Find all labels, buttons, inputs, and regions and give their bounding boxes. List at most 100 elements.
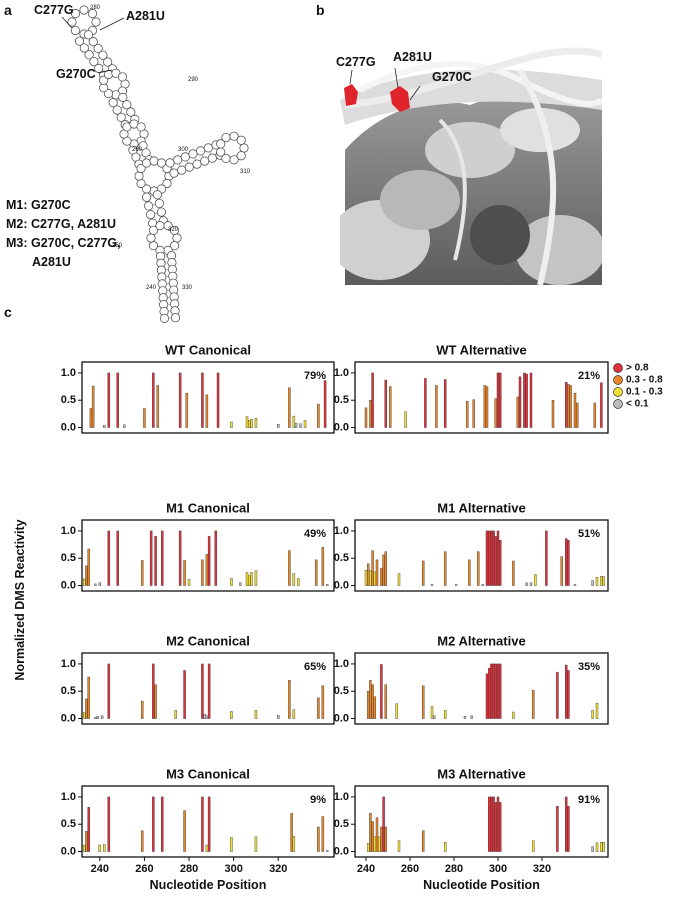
bar (100, 715, 104, 719)
bar (545, 530, 548, 586)
bar (152, 796, 155, 852)
bar (83, 712, 86, 719)
bar (525, 373, 528, 428)
y-tick-label: 1.0 (334, 791, 349, 803)
bar (564, 796, 568, 852)
nucleotide (116, 112, 126, 122)
bar (575, 402, 579, 428)
bar (465, 401, 469, 428)
x-tick-label: 260 (135, 863, 153, 875)
bar (250, 572, 253, 586)
chart-title: M1 Alternative (437, 501, 525, 516)
nucleotide (155, 221, 165, 231)
position-label: 300 (178, 147, 189, 153)
bar (551, 400, 555, 428)
nucleotide (180, 152, 190, 162)
position-label: 330 (182, 285, 193, 291)
chart-title: M1 Canonical (166, 501, 250, 516)
nucleotide (93, 43, 103, 54)
bar (380, 664, 383, 719)
nucleotide (203, 143, 213, 153)
bar (185, 392, 189, 428)
legend-label: 0.1 - 0.3 (626, 387, 663, 398)
legend-label: 0.3 - 0.8 (626, 375, 663, 386)
bar (230, 711, 233, 719)
bar (183, 560, 186, 586)
bar (107, 372, 110, 428)
nucleotide (112, 105, 122, 115)
bar (277, 715, 280, 719)
annotation: 79% (304, 370, 326, 382)
y-tick-label: 0.0 (61, 422, 76, 434)
bar (384, 551, 388, 586)
leader-line (61, 16, 73, 29)
nucleotide (136, 122, 146, 132)
bar (567, 806, 570, 852)
bar (248, 575, 251, 586)
bar (490, 796, 493, 852)
bar (123, 424, 126, 428)
annotation: 21% (578, 370, 600, 382)
bar (481, 584, 484, 586)
nucleotide (236, 135, 246, 145)
bar (518, 376, 522, 428)
bar (600, 576, 603, 586)
bar (326, 584, 329, 586)
bar (531, 689, 535, 719)
bar (366, 843, 370, 852)
legend-swatch (613, 399, 623, 409)
bar (107, 530, 110, 586)
rna-structure (67, 5, 249, 323)
chart-title: WT Canonical (165, 343, 251, 358)
bar (290, 813, 293, 852)
bar (424, 378, 427, 428)
bar (205, 554, 209, 586)
bar (116, 372, 119, 428)
bar (567, 670, 570, 719)
nucleotide (148, 225, 159, 235)
bar (369, 400, 372, 428)
plot-frame (354, 652, 609, 725)
bar (239, 582, 242, 586)
y-tick-label: 0.0 (334, 580, 349, 592)
bar (468, 559, 471, 586)
bar (91, 385, 95, 428)
mutation-label: A281U (393, 50, 432, 64)
bar (250, 419, 253, 428)
bar (602, 576, 605, 586)
panel-label: a (4, 2, 12, 18)
bar (248, 420, 251, 428)
legend-swatch (613, 387, 623, 397)
bar (591, 846, 594, 852)
bar (421, 685, 425, 719)
y-tick-label: 0.5 (61, 552, 76, 564)
bar (89, 408, 93, 428)
bar (595, 577, 599, 586)
position-label: 260 (132, 147, 143, 153)
bar (254, 836, 258, 852)
bar (593, 402, 597, 428)
x-tick-label: 300 (224, 863, 242, 875)
bar (87, 548, 90, 586)
bar (397, 840, 401, 852)
bar (154, 684, 157, 719)
nucleotide (159, 313, 170, 323)
bar (496, 372, 500, 428)
nucleotide (108, 98, 118, 108)
chart-title: WT Alternative (436, 343, 527, 358)
nucleotide (154, 198, 164, 209)
bar (485, 386, 489, 428)
bar (201, 559, 204, 586)
bar (161, 530, 164, 586)
bar (395, 703, 399, 719)
bar (98, 582, 102, 586)
bar (567, 384, 570, 428)
bar (317, 403, 320, 428)
bar (85, 565, 88, 586)
plot-frame (354, 361, 609, 434)
bar (421, 830, 425, 852)
bar (288, 550, 291, 586)
bar (174, 710, 177, 719)
bar (201, 372, 204, 428)
mutation-label: A281U (126, 9, 165, 23)
